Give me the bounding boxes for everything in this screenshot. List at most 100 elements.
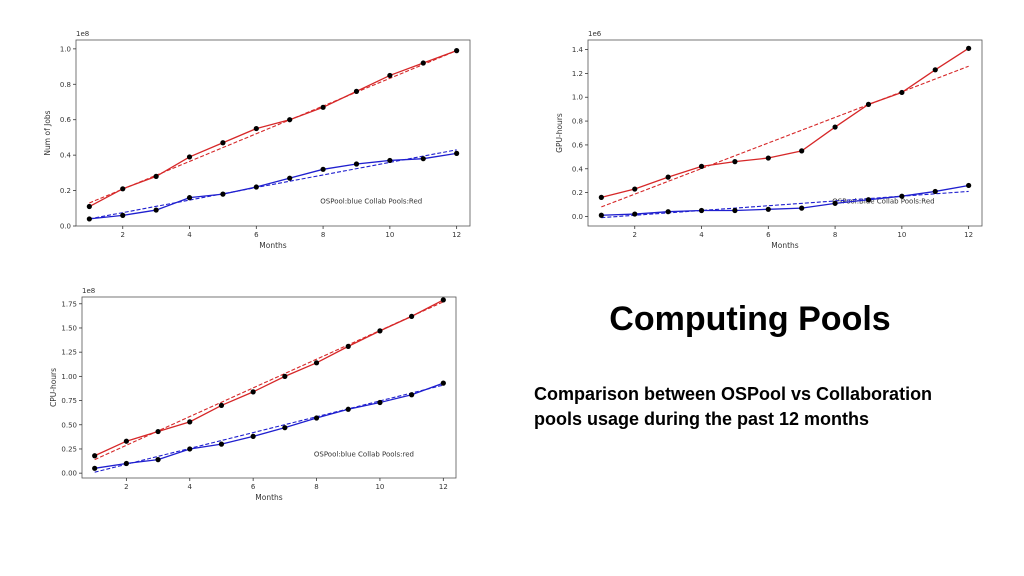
x-tick-label: 8: [321, 231, 325, 239]
data-point: [665, 209, 671, 215]
data-point: [218, 441, 225, 447]
data-point: [86, 203, 92, 210]
x-axis-label: Months: [259, 241, 287, 250]
data-point: [765, 206, 771, 212]
data-point: [250, 389, 256, 395]
y-tick-label: 1.25: [61, 349, 77, 357]
chart-annotation: OSPool:blue Collab Pools:Red: [320, 198, 422, 206]
data-point: [698, 207, 705, 214]
x-tick-label: 12: [964, 231, 973, 239]
y-exponent-label: 1e8: [76, 30, 89, 38]
data-point: [220, 191, 226, 197]
data-point: [313, 415, 320, 421]
x-tick-label: 10: [375, 483, 384, 491]
data-point: [865, 197, 872, 203]
y-tick-label: 0.0: [572, 213, 583, 221]
x-tick-label: 10: [385, 231, 394, 239]
x-tick-label: 6: [766, 231, 771, 239]
data-point: [353, 88, 360, 94]
data-point: [123, 460, 129, 467]
chart-cpu-hours-svg: 0.00 0.25 0.50 0.75 1.00 1.25 1.50 1.75 2 4 6 8 10 12…: [49, 287, 457, 502]
plot-frame: [75, 39, 471, 227]
data-point: [420, 60, 426, 66]
y-tick-label: 0.6: [60, 116, 72, 124]
data-point: [282, 373, 288, 379]
data-point: [665, 174, 671, 180]
data-point: [377, 328, 383, 334]
data-point: [218, 402, 225, 409]
x-tick-label: 4: [188, 483, 193, 491]
data-point: [187, 419, 193, 425]
data-point: [387, 72, 393, 79]
x-tick-label: 2: [124, 483, 128, 491]
data-point: [377, 399, 383, 406]
plot-frame: [81, 296, 457, 479]
y-tick-label: 1.50: [61, 324, 77, 332]
slide-subtitle: Comparison between OSPool vs Collaborati…: [534, 384, 933, 429]
data-point: [253, 184, 259, 190]
y-tick-label: 1.4: [572, 46, 584, 54]
data-point: [440, 297, 446, 303]
x-tick-label: 6: [254, 231, 259, 239]
data-point: [320, 166, 326, 172]
data-point: [698, 163, 705, 169]
chart-annotation: OSPool:blue Collab Pools:red: [314, 450, 414, 458]
y-tick-label: 0.4: [572, 165, 584, 173]
data-point: [92, 453, 98, 459]
data-point: [123, 438, 129, 444]
series-line: [89, 50, 457, 208]
data-point: [899, 89, 905, 96]
x-tick-label: 6: [251, 483, 256, 491]
y-tick-label: 0.4: [60, 152, 72, 160]
x-tick-label: 12: [452, 231, 461, 239]
x-tick-label: 10: [897, 231, 906, 239]
data-point: [832, 200, 838, 206]
x-axis-label: Months: [771, 241, 799, 250]
y-axis-label: GPU-hours: [555, 113, 564, 153]
y-tick-label: 0.00: [61, 470, 77, 478]
trend-line: [89, 149, 457, 220]
data-point: [440, 380, 446, 386]
data-point: [966, 45, 972, 51]
data-point: [732, 207, 738, 214]
data-point: [598, 212, 604, 218]
data-point: [120, 212, 126, 218]
data-point: [799, 205, 805, 211]
y-tick-label: 0.6: [572, 141, 584, 149]
chart-gpu-hours: 0.0 0.2 0.4 0.6 0.8 1.0 1.2 1.4 2 4 6 8 10 12 1e6 Month…: [552, 28, 992, 258]
chart-num-jobs-svg: 0.0 0.2 0.4 0.6 0.8 1.0 2 4 6 8 10 12 1e8 Months Num o…: [43, 30, 471, 250]
x-tick-label: 12: [439, 483, 448, 491]
chart-gpu-hours-svg: 0.0 0.2 0.4 0.6 0.8 1.0 1.2 1.4 2 4 6 8 10 12 1e6 Month…: [555, 30, 983, 250]
x-tick-label: 2: [633, 231, 637, 239]
data-point: [832, 124, 838, 130]
data-point: [120, 186, 126, 192]
data-point: [732, 159, 738, 165]
series-line: [94, 382, 444, 469]
data-point: [186, 154, 193, 160]
y-axis-label: CPU-hours: [49, 368, 58, 407]
data-point: [282, 425, 288, 431]
data-point: [632, 186, 638, 192]
data-point: [155, 428, 161, 435]
data-point: [86, 216, 92, 222]
data-point: [253, 125, 259, 132]
x-tick-label: 4: [699, 231, 704, 239]
data-point: [287, 117, 293, 123]
data-point: [420, 156, 426, 162]
trend-line: [601, 65, 969, 208]
y-tick-label: 0.25: [61, 445, 77, 453]
x-axis-label: Months: [255, 493, 283, 502]
data-point: [454, 150, 460, 156]
y-tick-label: 0.75: [61, 397, 77, 405]
y-tick-label: 1.0: [572, 94, 583, 102]
data-point: [966, 182, 972, 189]
data-point: [220, 140, 226, 146]
data-point: [155, 457, 161, 463]
y-exponent-label: 1e8: [82, 287, 95, 295]
data-point: [454, 48, 460, 54]
slide-title: Computing Pools: [609, 300, 891, 338]
x-tick-label: 8: [833, 231, 837, 239]
y-tick-label: 0.50: [61, 421, 77, 429]
y-exponent-label: 1e6: [588, 30, 602, 38]
data-point: [598, 194, 604, 200]
